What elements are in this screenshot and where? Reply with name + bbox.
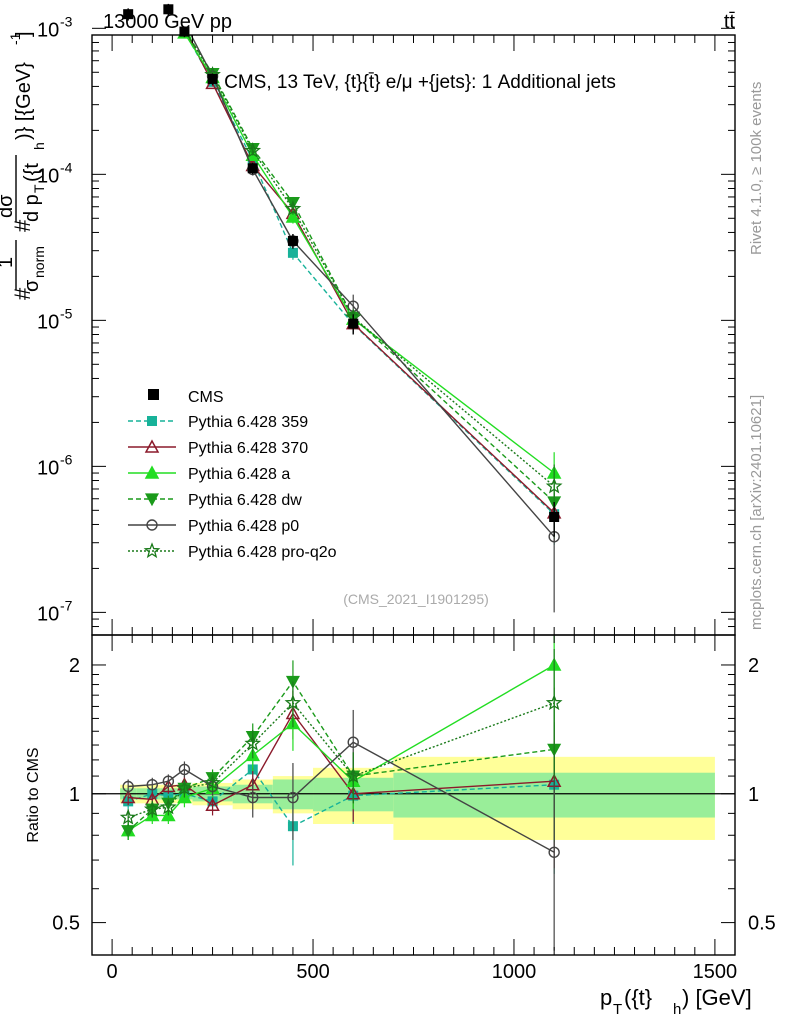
ylabel-dsigma: dσ [0,194,17,218]
xlabel-p: p [600,985,612,1010]
main-ytick-label: 10 [37,19,59,41]
mcplots-label: mcplots.cern.ch [arXiv:2401.10621] [748,395,765,630]
main-ytick-exp: -3 [60,13,73,29]
ratio-ytick-label-left: 0.5 [52,913,80,935]
xlabel-t-sub: T [613,1001,622,1018]
main-ytick-exp: -5 [60,305,73,321]
data-point [348,319,358,329]
ylabel-dpt: d p [21,194,43,222]
ylabel-unit-close: ] [13,31,35,37]
data-point [208,74,218,84]
data-point [549,512,559,522]
ylabel-one: 1 [0,257,17,268]
ratio-ytick-label-right: 1 [748,784,759,806]
legend-label-3: Pythia 6.428 dw [188,492,302,509]
series-point [288,248,298,258]
ylabel-norm: norm [31,246,47,278]
data-point [123,9,133,19]
rivet-label: Rivet 4.1.0, ≥ 100k events [748,82,765,255]
ylabel-t-sub: T [31,184,47,193]
legend-label-0: Pythia 6.428 359 [188,414,308,431]
xlabel-t: ({t} [624,985,652,1010]
legend-label-5: Pythia 6.428 pro-q2o [188,544,337,561]
header-left: 13000 GeV pp [103,11,232,33]
ratio-ytick-label-left: 2 [69,655,80,677]
main-ytick-exp: -7 [60,597,73,613]
legend-label-data: CMS [188,389,224,406]
legend-marker-0 [147,416,157,426]
legend-label-2: Pythia 6.428 a [188,466,290,483]
ratio-ytick-label-right: 0.5 [748,913,776,935]
ratio-xtick-label: 500 [296,961,329,983]
ratio-ytick-label-left: 1 [69,784,80,806]
main-ytick-label: 10 [37,603,59,625]
main-ytick-label: 10 [37,311,59,333]
main-title: CMS, 13 TeV, {t}{t̄} e/μ +{jets}: 1 Addi… [224,72,616,93]
data-point [288,236,298,246]
ylabel-sigma: σ [21,279,43,292]
data-point [248,163,258,173]
ylabel-unit: )} [{GeV} [13,62,35,140]
ratio-xtick-label: 0 [107,961,118,983]
header-right: tt̄ [724,11,736,33]
ylabel-h-sub: h [31,142,47,150]
ratio-xtick-label: 1500 [693,961,738,983]
legend-label-4: Pythia 6.428 p0 [188,518,299,535]
main-ytick-exp: -4 [60,159,73,175]
legend-marker-data [148,389,159,400]
ylabel-t: ({t [21,163,43,182]
main-ytick-label: 10 [37,457,59,479]
xlabel-h-sub: h [673,1001,681,1018]
main-ytick-exp: -6 [60,451,73,467]
ratio-ytick-label-right: 2 [748,655,759,677]
ratio-xtick-label: 1000 [492,961,537,983]
xlabel-unit: ) [GeV] [682,985,752,1010]
legend-label-1: Pythia 6.428 370 [188,440,308,457]
watermark: (CMS_2021_I1901295) [343,591,489,607]
ratio-ylabel: Ratio to CMS [25,747,42,842]
data-point [163,4,173,14]
